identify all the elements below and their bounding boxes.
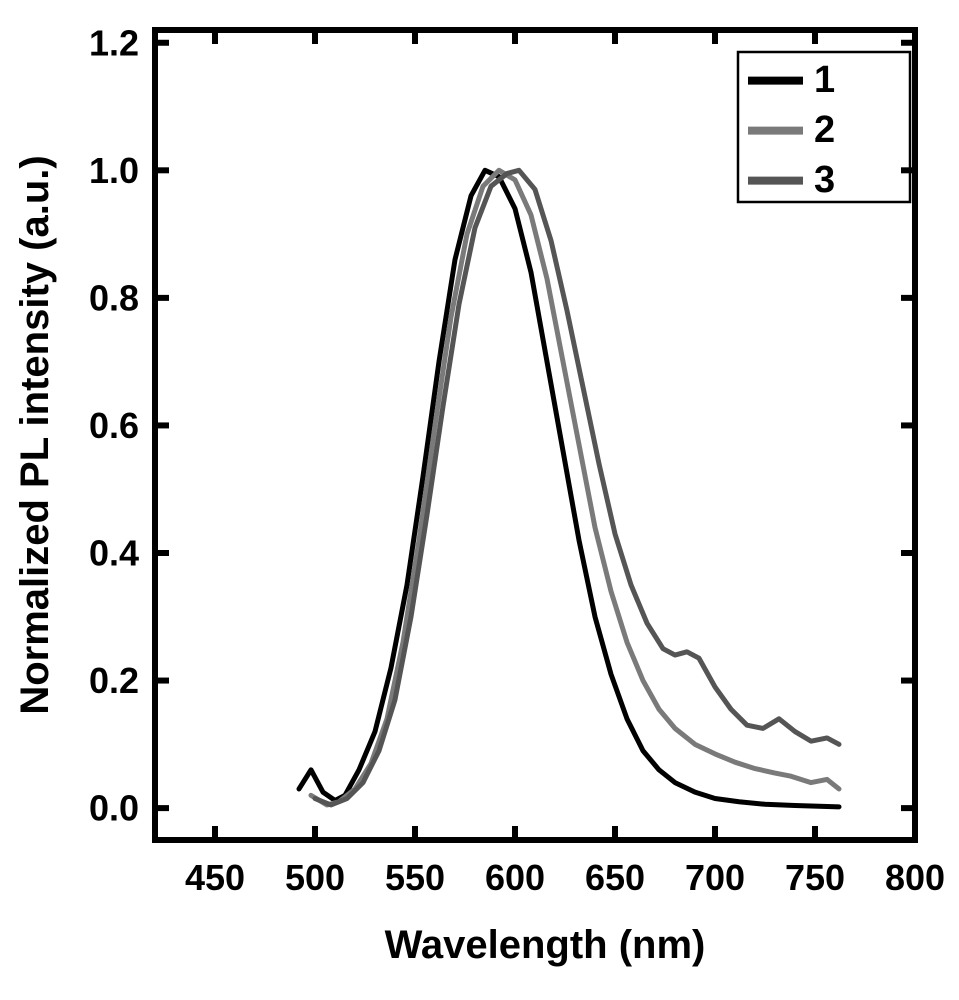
x-tick-label: 550 bbox=[385, 857, 445, 898]
y-tick-label: 0.4 bbox=[89, 533, 139, 574]
pl-spectrum-chart: 450 500 550 600 650 700 750 800 0.0 0.2 0.4 0.6 0.8 1… bbox=[0, 0, 959, 1000]
legend-label-1: 1 bbox=[814, 59, 835, 101]
y-tick-label: 0.0 bbox=[89, 788, 139, 829]
x-tick-label: 500 bbox=[285, 857, 345, 898]
chart-svg: 450 500 550 600 650 700 750 800 0.0 0.2 0.4 0.6 0.8 1… bbox=[0, 0, 959, 1000]
x-tick-label: 700 bbox=[685, 857, 745, 898]
x-tick-label: 750 bbox=[785, 857, 845, 898]
legend-label-2: 2 bbox=[814, 109, 835, 151]
x-tick-label: 450 bbox=[185, 857, 245, 898]
x-axis-title: Wavelength (nm) bbox=[385, 923, 706, 967]
x-tick-label: 600 bbox=[485, 857, 545, 898]
y-axis-title: Normalized PL intensity (a.u.) bbox=[13, 155, 57, 714]
x-tick-label: 800 bbox=[885, 857, 945, 898]
y-tick-label: 1.0 bbox=[89, 150, 139, 191]
legend-label-3: 3 bbox=[814, 159, 835, 201]
y-tick-label: 0.6 bbox=[89, 405, 139, 446]
x-tick-label: 650 bbox=[585, 857, 645, 898]
y-tick-label: 0.2 bbox=[89, 660, 139, 701]
y-tick-label: 0.8 bbox=[89, 277, 139, 318]
y-tick-label: 1.2 bbox=[89, 22, 139, 63]
